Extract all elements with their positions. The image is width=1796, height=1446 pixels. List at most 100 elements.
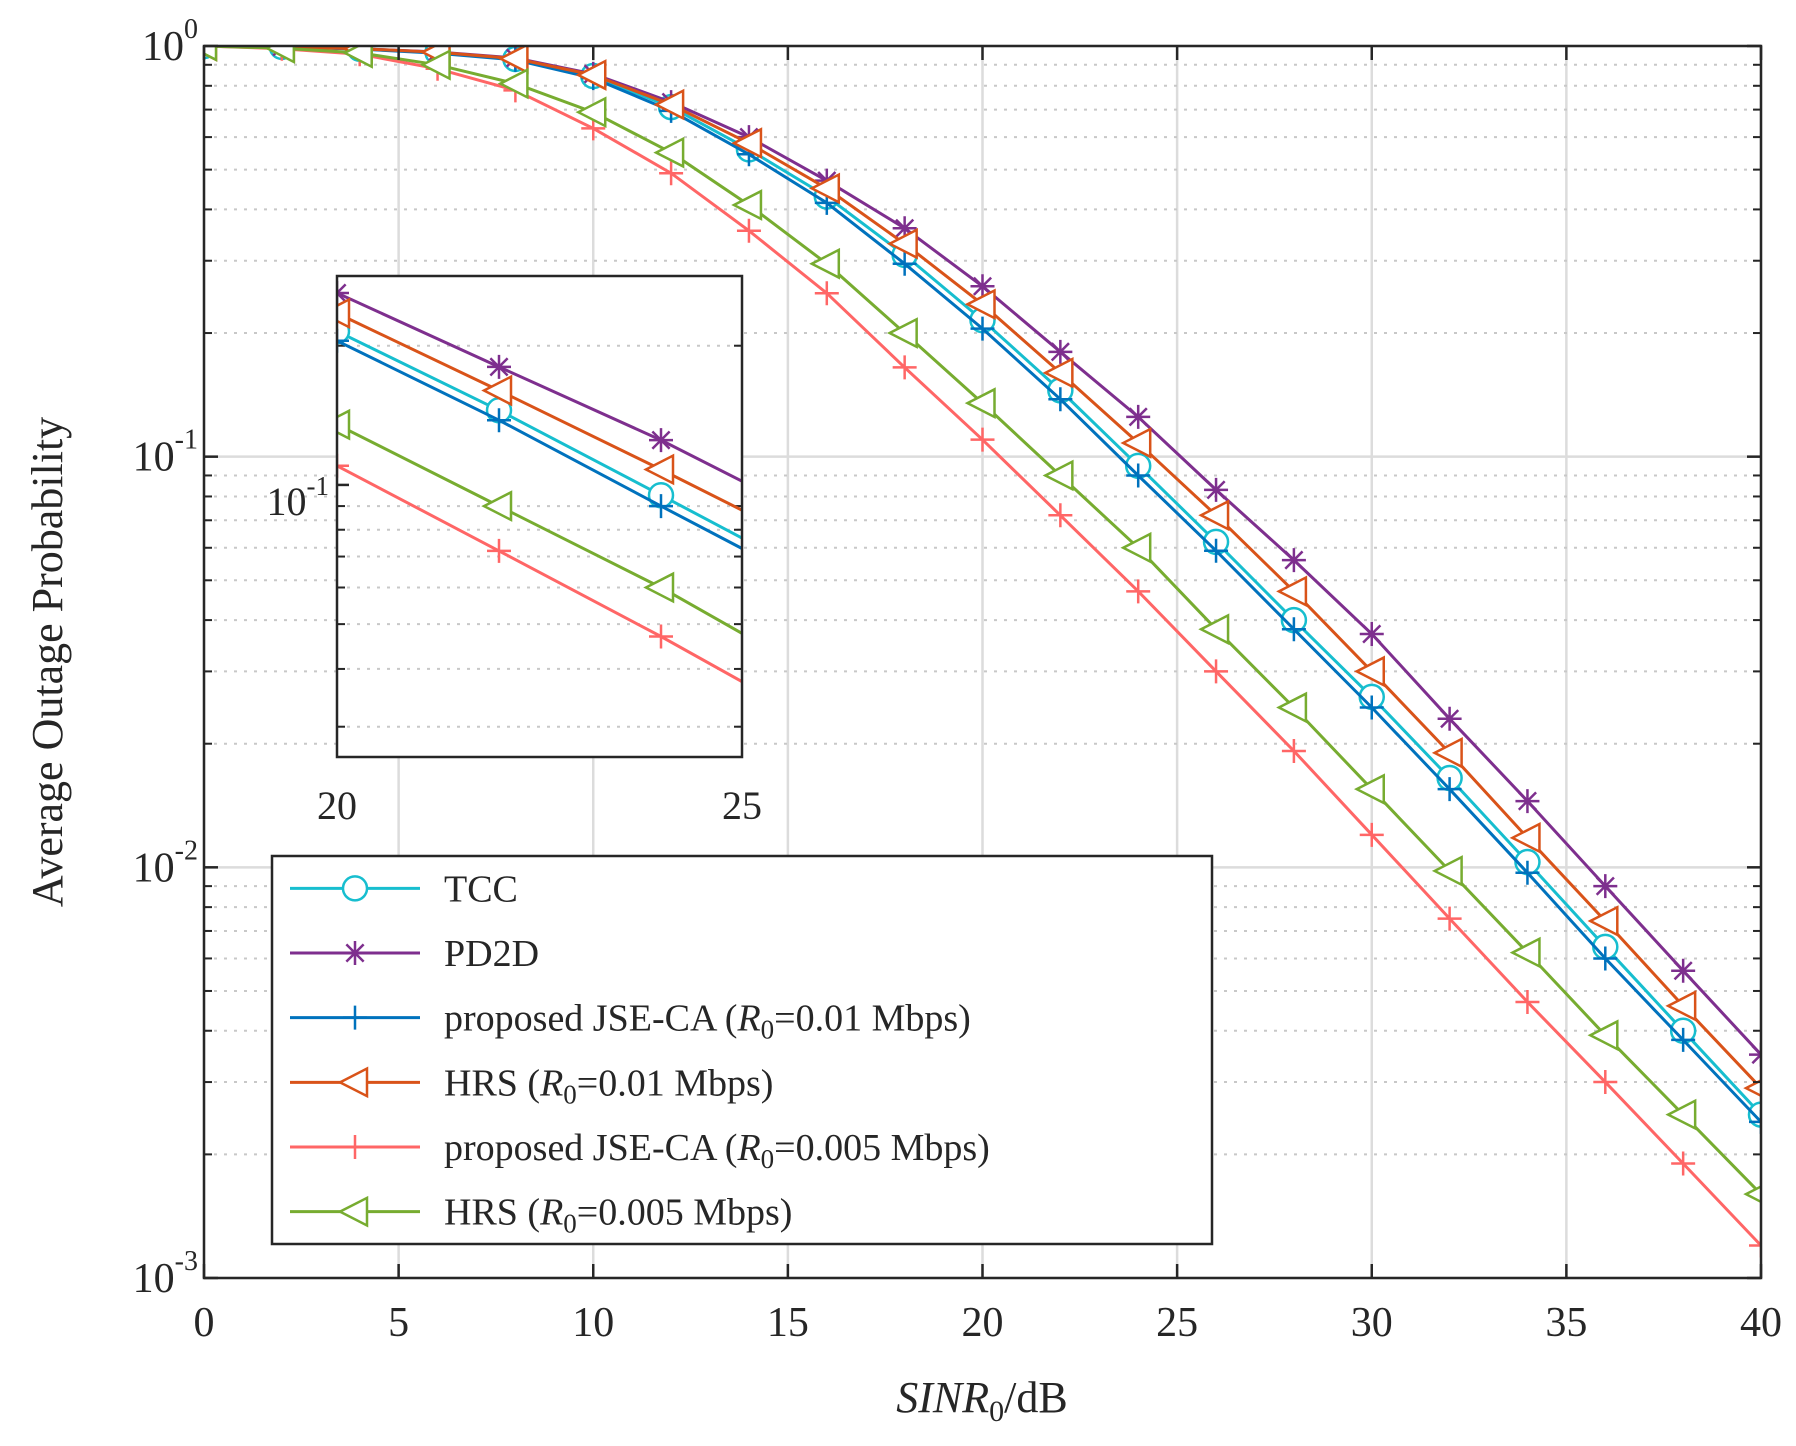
data-point bbox=[1359, 695, 1384, 720]
data-point bbox=[970, 316, 995, 341]
inset-data-point bbox=[481, 374, 513, 407]
data-point bbox=[264, 46, 296, 64]
data-point bbox=[1509, 821, 1541, 854]
data-point bbox=[1665, 989, 1697, 1022]
inset-zoom-plot: 20 25 10-1 bbox=[267, 274, 762, 828]
legend-label: HRS (R0=0.005 Mbps) bbox=[444, 1192, 792, 1239]
inset-data-point bbox=[643, 453, 675, 486]
series-6 bbox=[204, 46, 1761, 1204]
inset-data-point bbox=[649, 428, 673, 453]
data-point bbox=[1671, 958, 1696, 983]
data-point bbox=[1120, 427, 1152, 459]
data-point bbox=[1509, 936, 1541, 969]
data-point bbox=[736, 218, 761, 243]
data-point bbox=[1671, 1151, 1696, 1176]
legend-item: PD2D bbox=[290, 933, 539, 975]
data-point bbox=[892, 355, 917, 380]
data-point bbox=[419, 48, 451, 81]
axes: 0 5 10 15 20 25 30 35 40 100 10-1 10-2 10-3 bbox=[133, 14, 1782, 1346]
legend-marker bbox=[337, 1195, 369, 1228]
inset-series-6 bbox=[337, 408, 742, 636]
data-point bbox=[1126, 463, 1151, 488]
inset-data-point bbox=[337, 297, 351, 330]
inset-series-5 bbox=[337, 453, 742, 684]
data-point bbox=[809, 247, 841, 280]
y-tick-label: 10-1 bbox=[133, 425, 198, 481]
legend-label: TCC bbox=[444, 868, 518, 910]
data-point bbox=[1126, 579, 1151, 604]
y-tick-label: 10-3 bbox=[133, 1246, 198, 1302]
data-point bbox=[892, 251, 917, 276]
data-point bbox=[1743, 1185, 1761, 1204]
data-point bbox=[964, 288, 996, 321]
data-point bbox=[892, 216, 917, 241]
data-point bbox=[659, 161, 684, 186]
inset-series bbox=[337, 281, 742, 684]
data-point bbox=[497, 67, 529, 100]
data-point bbox=[970, 274, 995, 299]
data-point bbox=[1437, 706, 1462, 731]
legend: TCC PD2D proposed JSE-CA (R0=0.01 Mbps) HRS… bbox=[270, 854, 1214, 1246]
data-point bbox=[1593, 946, 1618, 971]
data-point bbox=[1048, 503, 1073, 528]
legend-label: PD2D bbox=[444, 933, 539, 975]
data-point bbox=[970, 427, 995, 452]
data-point bbox=[1120, 531, 1152, 564]
data-point bbox=[1198, 613, 1230, 646]
data-point bbox=[1281, 617, 1306, 642]
legend-label: proposed JSE-CA (R0=0.01 Mbps) bbox=[444, 998, 971, 1045]
inset-data-point bbox=[649, 624, 673, 649]
inset-data-point bbox=[481, 490, 513, 522]
data-point bbox=[204, 46, 218, 62]
x-tick-label: 10 bbox=[572, 1300, 614, 1346]
inset-series-4 bbox=[337, 297, 742, 512]
x-axis-label: SINR0/dB bbox=[896, 1373, 1067, 1428]
y-axis-label: Average Outage Probability bbox=[23, 417, 72, 907]
data-point bbox=[1042, 356, 1074, 389]
data-point bbox=[1276, 575, 1308, 608]
inset-data-point bbox=[487, 408, 511, 433]
inset-data-point bbox=[337, 453, 349, 478]
data-point bbox=[809, 172, 841, 205]
data-point bbox=[1587, 905, 1619, 937]
data-point bbox=[497, 46, 529, 75]
legend-label: proposed JSE-CA (R0=0.005 Mbps) bbox=[444, 1127, 990, 1174]
inset-background bbox=[337, 276, 742, 757]
legend-item: proposed JSE-CA (R0=0.01 Mbps) bbox=[290, 998, 971, 1045]
data-point bbox=[1204, 538, 1229, 563]
data-point bbox=[575, 59, 607, 91]
inset-series-3 bbox=[337, 328, 742, 551]
inset-data-point bbox=[337, 328, 349, 353]
data-point bbox=[1354, 773, 1385, 806]
legend-item: HRS (R0=0.005 Mbps) bbox=[290, 1192, 792, 1239]
data-point bbox=[1515, 860, 1540, 885]
x-tick-label: 25 bbox=[1156, 1300, 1198, 1346]
legend-label: HRS (R0=0.01 Mbps) bbox=[444, 1062, 773, 1109]
data-point bbox=[1437, 906, 1462, 931]
inset-data-point bbox=[487, 354, 511, 379]
x-tick-label: 20 bbox=[962, 1300, 1004, 1346]
legend-marker bbox=[343, 1135, 367, 1159]
data-point bbox=[1048, 339, 1073, 364]
legend-item: proposed JSE-CA (R0=0.005 Mbps) bbox=[290, 1127, 990, 1174]
data-point bbox=[1281, 738, 1306, 763]
data-point bbox=[1281, 548, 1306, 573]
data-point bbox=[1042, 459, 1074, 492]
inset-data-point bbox=[643, 571, 675, 604]
data-point bbox=[1437, 777, 1462, 802]
data-point bbox=[886, 227, 918, 260]
data-point bbox=[1431, 737, 1463, 769]
data-point bbox=[1515, 789, 1540, 814]
legend-marker bbox=[337, 1066, 369, 1099]
data-point bbox=[1587, 1019, 1619, 1052]
inset-frame bbox=[335, 274, 744, 759]
data-point bbox=[1204, 659, 1229, 684]
legend-item: TCC bbox=[290, 868, 518, 910]
x-tick-label: 0 bbox=[194, 1300, 215, 1346]
inset-y-tick-label: 10-1 bbox=[267, 471, 330, 524]
data-point bbox=[1276, 691, 1308, 724]
legend-marker bbox=[343, 1005, 367, 1030]
data-point bbox=[814, 281, 839, 306]
data-point bbox=[1198, 499, 1230, 532]
